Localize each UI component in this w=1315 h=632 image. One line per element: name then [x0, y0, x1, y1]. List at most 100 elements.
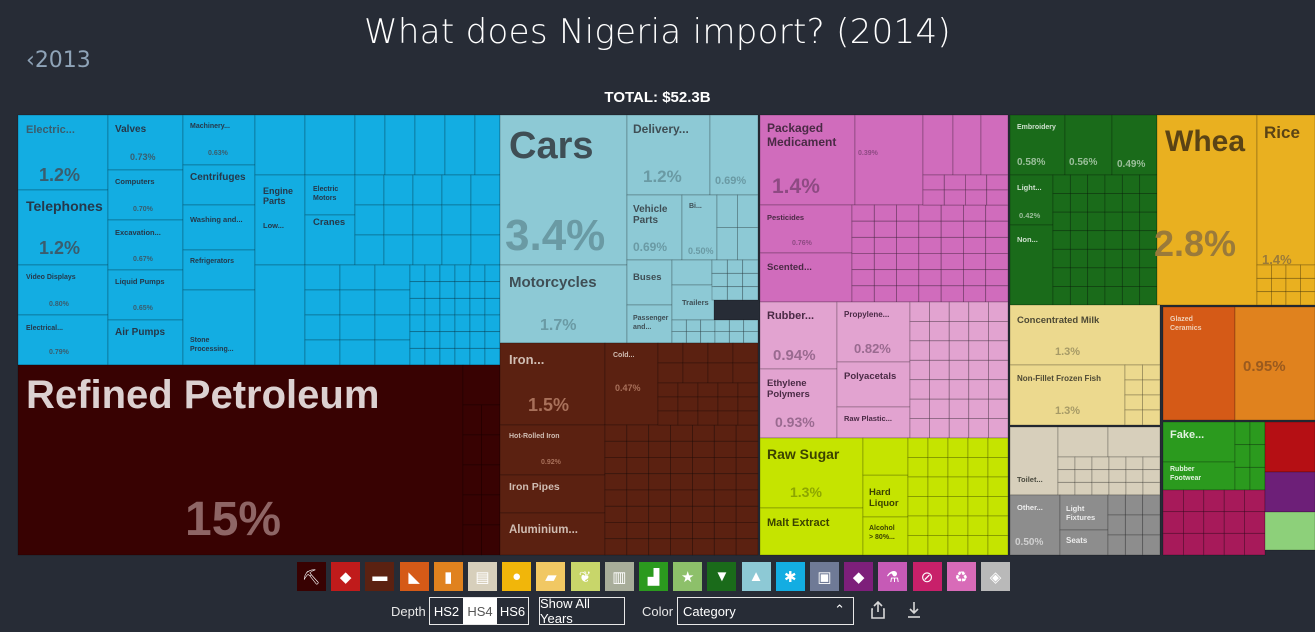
- treemap-small-tile[interactable]: [909, 301, 931, 322]
- treemap-small-tile[interactable]: [685, 331, 702, 344]
- depth-option-hs4[interactable]: HS4: [463, 598, 497, 624]
- treemap-small-tile[interactable]: [1121, 248, 1141, 269]
- treemap-small-tile[interactable]: [963, 285, 987, 303]
- treemap-small-tile[interactable]: [735, 473, 759, 491]
- treemap-small-tile[interactable]: [1052, 286, 1071, 306]
- treemap-small-tile[interactable]: [711, 259, 728, 274]
- treemap-small-tile[interactable]: [1142, 394, 1161, 411]
- tile-magenta[interactable]: [1244, 511, 1266, 534]
- tile-centrifuges[interactable]: [182, 164, 256, 206]
- tile-light-fixtures[interactable]: [1059, 494, 1109, 531]
- treemap-small-tile[interactable]: [735, 457, 759, 475]
- treemap-tile[interactable]: [1064, 114, 1113, 176]
- treemap-small-tile[interactable]: [929, 379, 950, 400]
- treemap-small-tile[interactable]: [671, 331, 687, 344]
- treemap-small-tile[interactable]: [986, 174, 1009, 191]
- building-icon[interactable]: ▥: [604, 562, 634, 591]
- treemap-small-tile[interactable]: [604, 522, 628, 540]
- treemap-small-tile[interactable]: [469, 347, 486, 366]
- treemap-small-tile[interactable]: [604, 440, 628, 458]
- treemap-small-tile[interactable]: [626, 538, 650, 556]
- treemap-small-tile[interactable]: [743, 319, 759, 332]
- tile-vehicle-parts[interactable]: [626, 194, 683, 261]
- treemap-small-tile[interactable]: [909, 321, 931, 342]
- treemap-tile[interactable]: [862, 437, 909, 476]
- tile-motorcycles[interactable]: [499, 264, 628, 344]
- treemap-small-tile[interactable]: [726, 272, 744, 288]
- treemap-small-tile[interactable]: [1087, 174, 1106, 194]
- treemap-small-tile[interactable]: [1108, 481, 1127, 496]
- treemap-small-tile[interactable]: [988, 340, 1009, 361]
- treemap-small-tile[interactable]: [1271, 291, 1287, 306]
- ruler-icon[interactable]: ◣: [399, 562, 429, 591]
- treemap-small-tile[interactable]: [927, 535, 949, 556]
- treemap-small-tile[interactable]: [677, 410, 699, 426]
- treemap-small-tile[interactable]: [896, 236, 920, 254]
- treemap-small-tile[interactable]: [987, 476, 1009, 497]
- treemap-small-tile[interactable]: [1121, 267, 1141, 287]
- treemap-small-tile[interactable]: [1104, 230, 1123, 250]
- tile-polyacetals[interactable]: [836, 361, 911, 408]
- treemap-small-tile[interactable]: [1052, 267, 1071, 287]
- treemap-small-tile[interactable]: [737, 396, 759, 412]
- treemap-small-tile[interactable]: [626, 424, 650, 442]
- tile-magenta[interactable]: [1162, 511, 1184, 534]
- picture-icon[interactable]: ▣: [810, 562, 839, 591]
- treemap-small-tile[interactable]: [374, 289, 411, 316]
- tile-liquid-pumps[interactable]: [107, 269, 184, 321]
- tile-raw-sugar[interactable]: [759, 437, 864, 509]
- download-icon[interactable]: [903, 599, 925, 621]
- treemap-small-tile[interactable]: [604, 473, 628, 491]
- treemap-small-tile[interactable]: [726, 259, 744, 274]
- treemap-small-tile[interactable]: [1271, 264, 1287, 279]
- treemap-small-tile[interactable]: [1104, 174, 1123, 194]
- treemap-small-tile[interactable]: [948, 321, 970, 342]
- treemap-small-tile[interactable]: [692, 424, 715, 442]
- treemap-small-tile[interactable]: [987, 535, 1009, 556]
- treemap-small-tile[interactable]: [1107, 494, 1126, 516]
- treemap-small-tile[interactable]: [1139, 174, 1158, 194]
- treemap-small-tile[interactable]: [462, 464, 482, 496]
- treemap-small-tile[interactable]: [1091, 469, 1110, 483]
- treemap-small-tile[interactable]: [1142, 481, 1161, 496]
- treemap-small-tile[interactable]: [713, 440, 737, 458]
- treemap-small-tile[interactable]: [692, 489, 715, 507]
- treemap-small-tile[interactable]: [1052, 193, 1071, 213]
- treemap-small-tile[interactable]: [742, 286, 759, 301]
- treemap-small-tile[interactable]: [657, 410, 679, 426]
- treemap-small-tile[interactable]: [441, 174, 472, 206]
- treemap-small-tile[interactable]: [918, 253, 942, 271]
- treemap-small-tile[interactable]: [967, 476, 989, 497]
- treemap-small-tile[interactable]: [1087, 211, 1106, 232]
- treemap-tile[interactable]: [1107, 426, 1161, 458]
- treemap-small-tile[interactable]: [1285, 277, 1301, 293]
- treemap-small-tile[interactable]: [697, 382, 719, 398]
- tile-electrical[interactable]: [17, 314, 109, 366]
- tile-iron-pipes[interactable]: [499, 474, 606, 514]
- treemap-small-tile[interactable]: [1121, 174, 1141, 194]
- treemap-small-tile[interactable]: [700, 331, 716, 344]
- tile-rice[interactable]: [1256, 114, 1315, 266]
- tile-fake-hair[interactable]: [1162, 421, 1236, 463]
- treemap-chart[interactable]: Electric... 1.2% Telephones 1.2% Video Displ…: [0, 0, 1315, 560]
- pickaxe-icon[interactable]: ⛏: [297, 562, 326, 591]
- box-icon[interactable]: ◈: [981, 562, 1010, 591]
- treemap-small-tile[interactable]: [948, 340, 970, 361]
- tile-frozen-fish[interactable]: [1009, 364, 1126, 426]
- color-select[interactable]: Category ⌃: [677, 597, 854, 625]
- treemap-tile[interactable]: [980, 114, 1009, 176]
- treemap-small-tile[interactable]: [469, 297, 486, 316]
- treemap-small-tile[interactable]: [737, 382, 759, 398]
- treemap-small-tile[interactable]: [1107, 514, 1126, 536]
- treemap-small-tile[interactable]: [873, 204, 897, 222]
- treemap-small-tile[interactable]: [988, 359, 1009, 381]
- treemap-small-tile[interactable]: [907, 476, 929, 497]
- treemap-small-tile[interactable]: [948, 301, 970, 322]
- treemap-small-tile[interactable]: [648, 538, 671, 556]
- treemap-small-tile[interactable]: [424, 331, 441, 349]
- treemap-small-tile[interactable]: [462, 524, 482, 556]
- treemap-tile[interactable]: [254, 114, 306, 176]
- treemap-small-tile[interactable]: [462, 404, 482, 436]
- treemap-small-tile[interactable]: [707, 342, 734, 364]
- treemap-small-tile[interactable]: [968, 359, 989, 381]
